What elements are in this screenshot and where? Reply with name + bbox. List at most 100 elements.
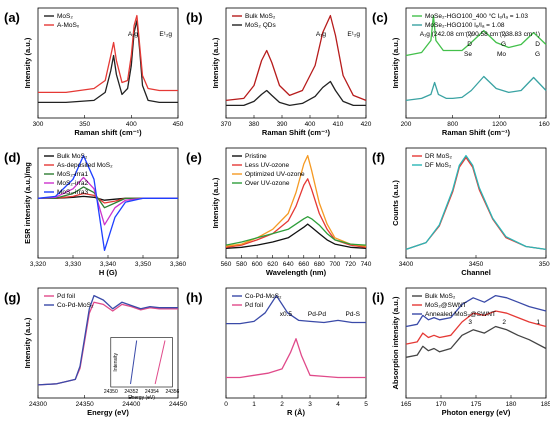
x-tick-label: 2 bbox=[280, 401, 284, 408]
x-axis-label: R (Å) bbox=[287, 408, 305, 417]
x-axis-label: Raman shift (cm⁻¹) bbox=[74, 128, 142, 137]
panel-a: (a) 300 350 400 450 Raman shift (cm⁻¹) Intensi… bbox=[4, 7, 184, 137]
x-tick-label: 24450 bbox=[169, 401, 187, 408]
annotation-label: G bbox=[501, 41, 506, 48]
x-tick-label: 3 bbox=[308, 401, 312, 408]
annotation-label: A₁g (242.08 cm⁻¹) bbox=[420, 31, 472, 38]
legend-entry: Pd foil bbox=[245, 302, 264, 309]
annotation-label: G bbox=[535, 51, 540, 58]
x-tick-label: 175 bbox=[471, 401, 482, 408]
legend-entry: MoS₂-irra2 bbox=[57, 180, 88, 187]
x-tick-label: 450 bbox=[173, 121, 184, 128]
series-line-1 bbox=[226, 338, 366, 379]
legend-entry: Co-Pd-MoS₂ bbox=[57, 302, 94, 309]
panel-label: (f) bbox=[372, 150, 385, 165]
plot-frame bbox=[225, 287, 367, 399]
legend-entry: Co-Pd-MoS₂ bbox=[245, 293, 282, 300]
legend-entry: Bulk MoS₂ bbox=[425, 293, 456, 300]
inset-x-tick-label: 24352 bbox=[124, 389, 138, 395]
panel-label: (c) bbox=[372, 10, 388, 25]
annotation-label: Pd-S bbox=[346, 311, 361, 318]
series-line-0 bbox=[405, 14, 547, 57]
plot-frame bbox=[405, 7, 547, 119]
x-tick-label: 3,340 bbox=[100, 261, 117, 268]
series-line-0 bbox=[225, 14, 367, 102]
x-tick-label: 740 bbox=[361, 261, 372, 268]
annotation-label: Pd-Pd bbox=[308, 311, 326, 318]
x-tick-label: 420 bbox=[361, 121, 372, 128]
legend-entry: Over UV-ozone bbox=[245, 180, 290, 187]
x-tick-label: 3400 bbox=[399, 261, 414, 268]
inset-x-axis-label: Energy (eV) bbox=[128, 395, 155, 401]
x-tick-label: 800 bbox=[447, 121, 458, 128]
series-line-1 bbox=[225, 178, 367, 248]
panel-b: (b) 370 380 390 400 410 420 Raman Shift (cm⁻¹) I… bbox=[186, 7, 372, 137]
annotation-label: A₁g bbox=[128, 31, 139, 38]
x-tick-label: 400 bbox=[126, 121, 137, 128]
x-tick-label: 1600 bbox=[539, 121, 550, 128]
x-tick-label: 1200 bbox=[492, 121, 507, 128]
legend-entry: MoS₂ bbox=[57, 13, 73, 20]
y-axis-label: Intensity (a.u.) bbox=[23, 317, 32, 368]
x-tick-label: 3,350 bbox=[135, 261, 152, 268]
y-axis-label: Counts (a.u.) bbox=[391, 180, 400, 226]
inset-line-co-pd-mos2 bbox=[130, 340, 138, 385]
series-line-1 bbox=[226, 80, 366, 107]
legend-entry: MoS₂-irra3 bbox=[57, 189, 88, 196]
legend-entry: MoS₂-irra1 bbox=[57, 171, 88, 178]
x-tick-label: 165 bbox=[401, 401, 412, 408]
x-tick-label: 580 bbox=[236, 261, 247, 268]
x-tick-label: 3,330 bbox=[65, 261, 82, 268]
inset-x-tick-label: 24354 bbox=[145, 389, 159, 395]
y-axis-label: ESR intensity (a.u.)/mg bbox=[23, 162, 32, 244]
x-tick-label: 380 bbox=[249, 121, 260, 128]
x-tick-label: 3,320 bbox=[30, 261, 47, 268]
panel-label: (h) bbox=[186, 290, 203, 305]
legend-entry: Bulk MoS₂ bbox=[57, 153, 88, 160]
legend-entry: As-deposited MoS₂ bbox=[57, 162, 113, 169]
legend-entry: MoSe₂-HGO100 Iₑ/Iₐ = 1.08 bbox=[425, 22, 505, 29]
panel-g: (g) 24300 24350 24400 24450 Energy (eV) Intens… bbox=[4, 287, 187, 417]
annotation-label: D bbox=[467, 41, 472, 48]
inset-x-tick-label: 24356 bbox=[165, 389, 179, 395]
x-tick-label: 4 bbox=[336, 401, 340, 408]
x-tick-label: 680 bbox=[314, 261, 325, 268]
x-tick-label: 3500 bbox=[539, 261, 550, 268]
x-tick-label: 0 bbox=[224, 401, 228, 408]
annotation-label: 3 bbox=[468, 319, 472, 326]
legend-entry: MoS₂ QDs bbox=[245, 22, 276, 29]
x-tick-label: 5 bbox=[364, 401, 368, 408]
x-tick-label: 700 bbox=[329, 261, 340, 268]
x-axis-label: Photon energy (eV) bbox=[442, 408, 511, 417]
x-tick-label: 185 bbox=[541, 401, 550, 408]
legend-entry: Pd foil bbox=[57, 293, 76, 300]
panel-e: (e) 560 580 600 620 640 660 680 700 720 740 Wavelen… bbox=[186, 147, 372, 277]
x-tick-label: 24400 bbox=[122, 401, 140, 408]
annotation-label: A₁g bbox=[316, 31, 327, 38]
annotation-label: Se bbox=[464, 51, 472, 58]
x-axis-label: Channel bbox=[461, 268, 491, 277]
series-line-2 bbox=[225, 154, 367, 247]
y-axis-label: Intensity (a.u.) bbox=[23, 37, 32, 88]
x-tick-label: 170 bbox=[436, 401, 447, 408]
x-tick-label: 200 bbox=[401, 121, 412, 128]
panel-label: (i) bbox=[372, 290, 384, 305]
legend-entry: DF MoS₂ bbox=[425, 162, 452, 169]
x-axis-label: Raman Shift (cm⁻¹) bbox=[262, 128, 331, 137]
x-tick-label: 24300 bbox=[29, 401, 47, 408]
x-tick-label: 660 bbox=[298, 261, 309, 268]
panel-c: (c) 200 800 1200 1600 Raman Shift (cm⁻¹) Inten… bbox=[372, 7, 550, 137]
series-line-1 bbox=[405, 154, 547, 251]
series-line-0 bbox=[38, 19, 178, 104]
series-line-4 bbox=[37, 154, 178, 252]
panel-f: (f) 3400 3450 3500 Channel Counts (a.u.) DR Mo… bbox=[372, 147, 550, 277]
x-tick-label: 370 bbox=[221, 121, 232, 128]
series-line-1 bbox=[405, 310, 547, 345]
x-tick-label: 410 bbox=[333, 121, 344, 128]
x-tick-label: 3,360 bbox=[170, 261, 187, 268]
plot-frame bbox=[225, 147, 367, 259]
x-axis-label: Raman Shift (cm⁻¹) bbox=[442, 128, 511, 137]
x-tick-label: 1 bbox=[252, 401, 256, 408]
series-line-1 bbox=[38, 14, 178, 94]
x-tick-label: 3450 bbox=[469, 261, 484, 268]
